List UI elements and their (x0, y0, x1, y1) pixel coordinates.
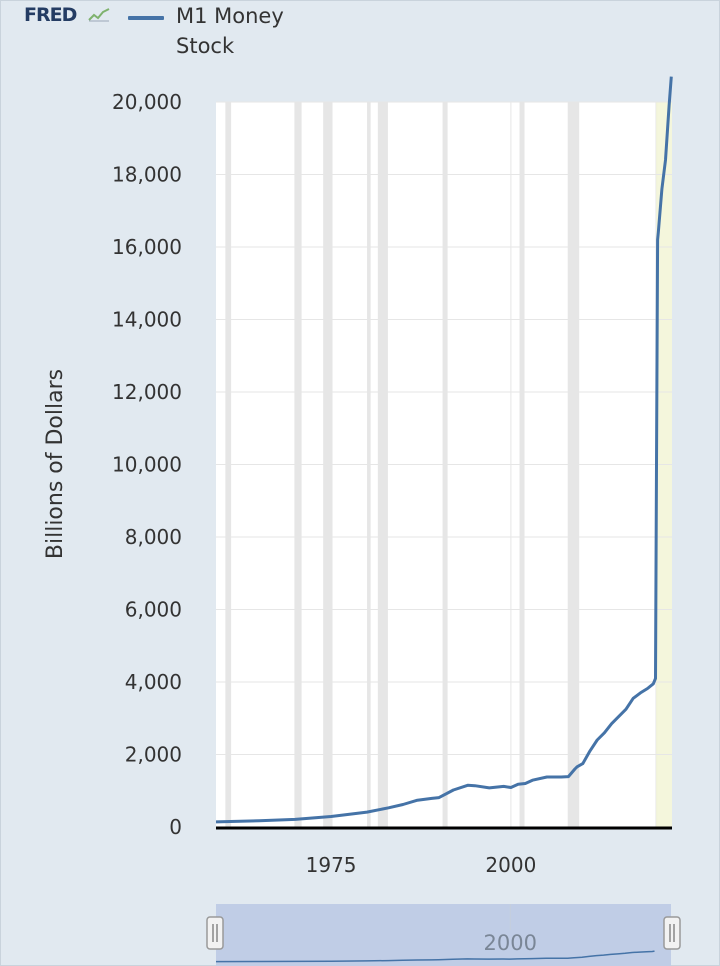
line-chart: 0 2,000 4,000 6,000 8,000 10,000 12,000 14,000 1… (43, 76, 673, 877)
handle-grip[interactable] (663, 916, 681, 950)
navigator-left-handle[interactable] (206, 916, 224, 950)
fred-logo[interactable]: FRED (24, 4, 77, 26)
x-axis: 1975 2000 (306, 853, 537, 877)
y-tick-label: 0 (169, 815, 182, 839)
trend-line-icon (88, 8, 110, 22)
handle-grip[interactable] (206, 916, 224, 950)
y-tick-label: 6,000 (125, 598, 182, 622)
gridlines (216, 101, 672, 828)
y-tick-label: 8,000 (125, 525, 182, 549)
navigator-selection[interactable] (216, 904, 671, 966)
legend-series-label[interactable]: M1 Money Stock (176, 4, 284, 58)
y-tick-label: 20,000 (112, 90, 182, 114)
y-tick-label: 4,000 (125, 670, 182, 694)
series-line[interactable] (215, 76, 673, 824)
y-axis: 0 2,000 4,000 6,000 8,000 10,000 12,000 14,000 1… (112, 90, 182, 839)
x-tick-label: 1975 (306, 853, 357, 877)
navigator-tick-label: 2000 (484, 931, 537, 955)
legend-series-swatch[interactable] (128, 16, 164, 20)
y-tick-label: 16,000 (112, 235, 182, 259)
y-tick-label: 12,000 (112, 380, 182, 404)
y-axis-label: Billions of Dollars (43, 369, 68, 559)
navigator-right-handle[interactable] (663, 916, 681, 950)
navigator-series-line (215, 950, 655, 963)
x-tick-label: 2000 (485, 853, 536, 877)
y-tick-label: 18,000 (112, 163, 182, 187)
y-tick-label: 2,000 (125, 743, 182, 767)
series-group (215, 76, 673, 824)
y-tick-label: 14,000 (112, 308, 182, 332)
y-tick-label: 10,000 (112, 453, 182, 477)
